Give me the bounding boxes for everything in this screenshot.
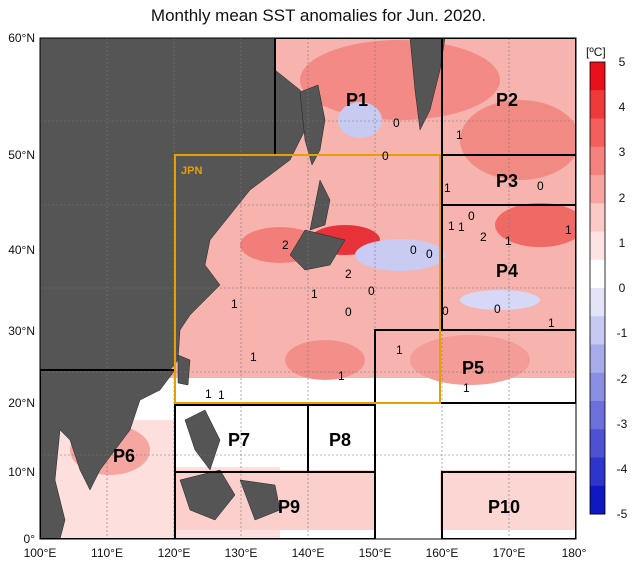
lon-tick: 160°E	[426, 546, 459, 560]
contour-label: 1	[463, 381, 470, 395]
lat-tick: 40°N	[8, 243, 35, 257]
contour-label: 1	[456, 128, 463, 142]
jpn-box	[174, 154, 441, 404]
colorbar-swatch	[590, 62, 605, 91]
colorbar-swatch	[590, 203, 605, 232]
colorbar-swatch	[590, 146, 605, 176]
contour-label: 1	[311, 287, 318, 301]
colorbar-swatch	[590, 485, 605, 515]
colorbar-swatch	[590, 316, 605, 345]
lon-tick: 170°E	[493, 546, 526, 560]
lon-tick: 110°E	[91, 546, 123, 560]
lat-tick: 0°	[24, 532, 36, 546]
map-frame	[39, 37, 577, 540]
region-label-p9: P9	[278, 497, 300, 517]
colorbar-tick: -3	[617, 417, 628, 431]
map-title: Monthly mean SST anomalies for Jun. 2020…	[150, 6, 487, 25]
region-label-p7: P7	[228, 430, 250, 450]
colorbar-swatch	[590, 401, 605, 430]
contour-label: 2	[282, 238, 289, 252]
colorbar-frame	[589, 61, 606, 515]
contour-label: 2	[345, 267, 352, 281]
contour-label: 0	[410, 243, 417, 257]
region-label-p10: P10	[488, 497, 520, 517]
contour-label: 0	[393, 116, 400, 130]
lon-tick: 100°E	[24, 546, 57, 560]
lat-tick: 60°N	[8, 31, 35, 45]
box-p9	[174, 471, 376, 539]
lon-tick: 150°E	[359, 546, 392, 560]
contour-label: 0	[494, 302, 501, 316]
contour-label: 1	[448, 219, 455, 233]
contour-label: 0	[537, 179, 544, 193]
contour-label: 1	[250, 350, 257, 364]
contour-label: 1	[444, 181, 451, 195]
colorbar-swatch	[590, 288, 605, 317]
jpn-label: JPN	[181, 165, 202, 177]
contour-label: 1	[218, 388, 225, 402]
region-label-p1: P1	[346, 90, 368, 110]
colorbar-swatch	[590, 175, 605, 204]
colorbar-swatch	[590, 118, 605, 148]
colorbar-tick: 4	[619, 100, 626, 114]
contour-label: 0	[368, 284, 375, 298]
colorbar-tick: -4	[617, 462, 628, 476]
region-label-p6: P6	[113, 446, 135, 466]
lat-tick: 30°N	[8, 324, 35, 338]
contour-label: 1	[205, 387, 212, 401]
lon-axis: 100°E 110°E 120°E 130°E 140°E 150°E 160°…	[24, 546, 587, 560]
colorbar-tick: 2	[619, 191, 626, 205]
colorbar-swatch	[590, 429, 605, 458]
contour-label: 0	[382, 149, 389, 163]
colorbar	[590, 62, 605, 515]
contour-label: 1	[458, 220, 465, 234]
lon-tick: 180°	[562, 546, 587, 560]
contour-label: 0	[426, 247, 433, 261]
contour-label: 0	[345, 305, 352, 319]
colorbar-unit: [ºC]	[586, 45, 606, 59]
colorbar-tick: -2	[617, 372, 628, 386]
box-p5	[374, 329, 576, 404]
colorbar-swatch	[590, 457, 605, 487]
colorbar-swatch	[590, 372, 605, 402]
contour-label: 0	[468, 209, 475, 223]
colorbar-tick: -1	[617, 326, 628, 340]
contour-label: 2	[480, 230, 487, 244]
contour-label: 1	[231, 297, 238, 311]
colorbar-swatch	[590, 231, 605, 261]
contour-label: 1	[338, 369, 345, 383]
lat-tick: 50°N	[8, 148, 35, 162]
lat-axis: 60°N 50°N 40°N 30°N 20°N 10°N 0°	[8, 31, 35, 546]
contour-label: 0	[442, 304, 449, 318]
colorbar-tick: 5	[619, 55, 626, 69]
region-label-p3: P3	[496, 171, 518, 191]
colorbar-swatch	[590, 259, 605, 289]
contour-labels: 0 0 1 1 0 1 1 0 0 2 0 2 1 0 0 1 1 1 2 1 …	[205, 116, 572, 402]
lon-tick: 120°E	[158, 546, 191, 560]
contour-label: 1	[565, 223, 572, 237]
region-boxes	[40, 38, 576, 539]
contour-label: 1	[505, 234, 512, 248]
colorbar-swatch	[590, 90, 605, 119]
region-label-p8: P8	[329, 430, 351, 450]
colorbar-ticks: 5 4 3 2 1 0 -1 -2 -3 -4 -5	[617, 55, 628, 521]
colorbar-tick: 0	[619, 281, 626, 295]
contour-label: 1	[396, 343, 403, 357]
region-label-p5: P5	[462, 358, 484, 378]
region-label-p4: P4	[496, 261, 518, 281]
lon-tick: 140°E	[292, 546, 325, 560]
colorbar-tick: 3	[619, 145, 626, 159]
box-p10	[441, 471, 576, 539]
contour-label: 1	[548, 316, 555, 330]
colorbar-swatch	[590, 344, 605, 374]
lat-tick: 10°N	[8, 465, 35, 479]
colorbar-tick: 1	[619, 236, 626, 250]
colorbar-tick: -5	[617, 507, 628, 521]
lat-tick: 20°N	[8, 396, 35, 410]
lon-tick: 130°E	[225, 546, 258, 560]
region-label-p2: P2	[496, 90, 518, 110]
